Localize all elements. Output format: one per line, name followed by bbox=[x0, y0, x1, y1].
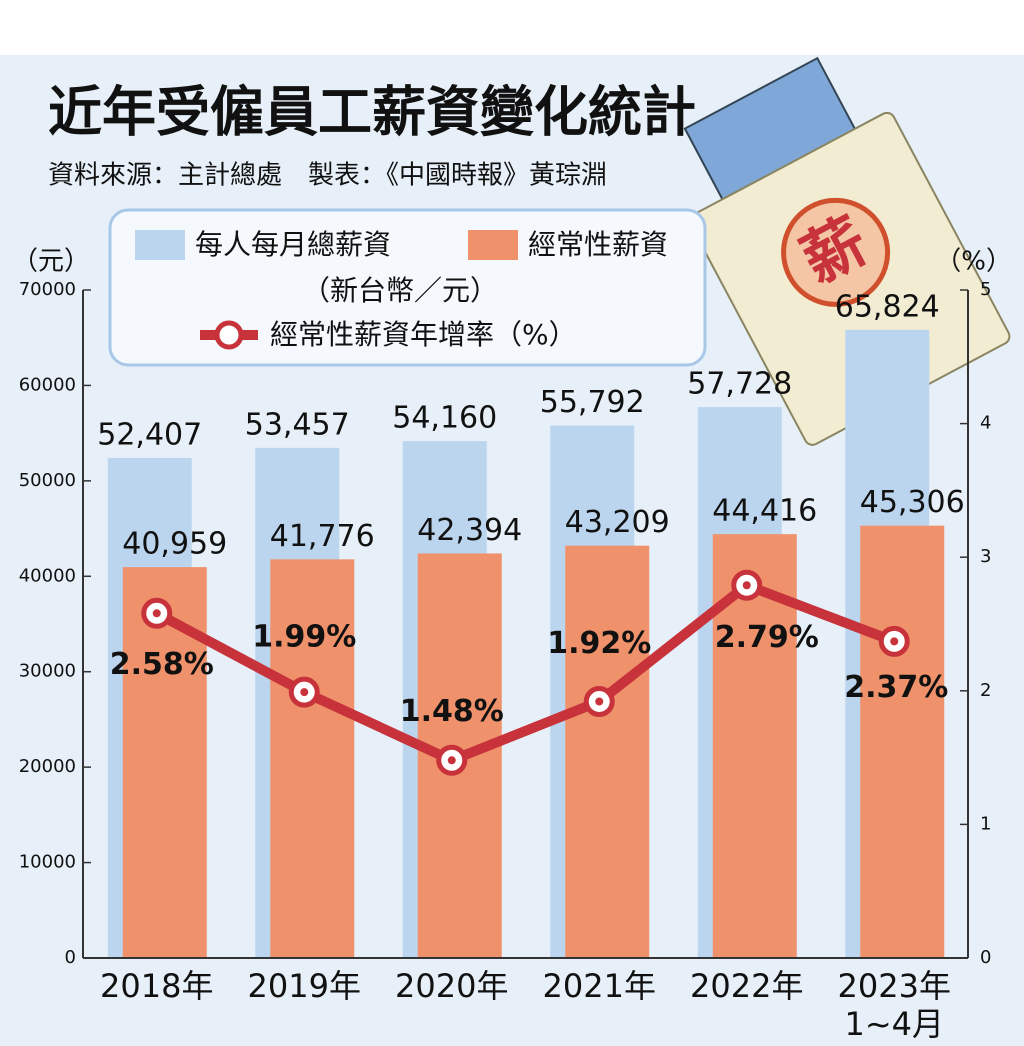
y2-tick-label: 1 bbox=[980, 813, 991, 834]
y-tick-label: 70000 bbox=[19, 279, 76, 300]
bar-value-label: 55,792 bbox=[540, 385, 645, 420]
line-value-label: 2.37% bbox=[844, 670, 948, 705]
bar-value-label: 42,394 bbox=[417, 513, 522, 548]
legend-label: 經常性薪資年增率（%） bbox=[270, 318, 577, 351]
x-tick-label: 2023年 1~4月 bbox=[837, 967, 951, 1043]
line-marker-dot bbox=[742, 581, 751, 590]
y2-axis-label: （%） bbox=[935, 247, 1012, 277]
line bbox=[154, 580, 897, 766]
y-tick-label: 50000 bbox=[19, 470, 76, 491]
legend-label: 每人每月總薪資 bbox=[195, 228, 391, 261]
bar-value-label: 53,457 bbox=[245, 407, 350, 442]
y-tick-label: 30000 bbox=[19, 661, 76, 682]
line-marker-dot bbox=[890, 637, 899, 646]
y-tick-label: 60000 bbox=[19, 374, 76, 395]
y2-tick-label: 0 bbox=[980, 947, 991, 968]
y-tick-label: 20000 bbox=[19, 756, 76, 777]
bar-value-label: 41,776 bbox=[270, 519, 375, 554]
line-value-label: 2.79% bbox=[715, 620, 819, 655]
chart-title: 近年受僱員工薪資變化統計 bbox=[48, 81, 696, 144]
line-marker-dot bbox=[300, 688, 309, 697]
y-tick-label: 0 bbox=[65, 947, 76, 968]
bar-value-label: 43,209 bbox=[565, 505, 670, 540]
y2-tick-label: 3 bbox=[980, 546, 991, 567]
line-value-label: 1.99% bbox=[252, 620, 356, 655]
x-tick-label: 2022年 bbox=[690, 967, 804, 1005]
bar-value-label: 54,160 bbox=[392, 401, 497, 436]
illustration: 薪 bbox=[683, 56, 1011, 446]
y2-tick-label: 5 bbox=[980, 279, 991, 300]
bar-value-label: 65,824 bbox=[835, 289, 940, 324]
x-tick-label: 2021年 bbox=[542, 967, 656, 1005]
legend-swatch bbox=[135, 230, 185, 260]
bar bbox=[565, 545, 650, 958]
y-tick-label: 40000 bbox=[19, 565, 76, 586]
seal bbox=[781, 197, 891, 307]
legend bbox=[108, 208, 707, 367]
legend-note: （新台幣／元） bbox=[302, 274, 498, 307]
plot: 0 10000 20000 30000 40000 50000 60000 70000 0 1 2 3… bbox=[19, 279, 992, 968]
x-tick-label: 2020年 bbox=[395, 967, 509, 1005]
line-value-label: 1.48% bbox=[400, 694, 504, 729]
legend-swatch bbox=[468, 230, 518, 260]
line-value-label: 2.58% bbox=[110, 647, 214, 682]
y2-tick-label: 2 bbox=[980, 680, 991, 701]
bar bbox=[860, 525, 945, 958]
bar-value-label: 57,728 bbox=[687, 367, 792, 402]
y-axis-label: （元） bbox=[12, 247, 90, 277]
bar-value-label: 45,306 bbox=[860, 485, 965, 520]
line-value-label: 1.92% bbox=[547, 626, 651, 661]
y2-tick-label: 4 bbox=[980, 413, 991, 434]
x-tick-label: 2019年 bbox=[247, 967, 361, 1005]
legend-marker bbox=[214, 320, 244, 350]
line-marker-dot bbox=[447, 756, 456, 765]
y-tick-label: 10000 bbox=[19, 852, 76, 873]
line-marker-dot bbox=[152, 609, 161, 618]
bar-value-label: 44,416 bbox=[712, 494, 817, 529]
bar-value-label: 52,407 bbox=[97, 417, 202, 452]
chart-subtitle: 資料來源：主計總處 製表：《中國時報》黃琮淵 bbox=[48, 161, 607, 191]
bar bbox=[270, 559, 355, 958]
line-marker-dot bbox=[595, 697, 604, 706]
x-tick-label: 2018年 bbox=[100, 967, 214, 1005]
legend-label: 經常性薪資 bbox=[528, 228, 668, 261]
bar-value-label: 40,959 bbox=[122, 527, 227, 562]
